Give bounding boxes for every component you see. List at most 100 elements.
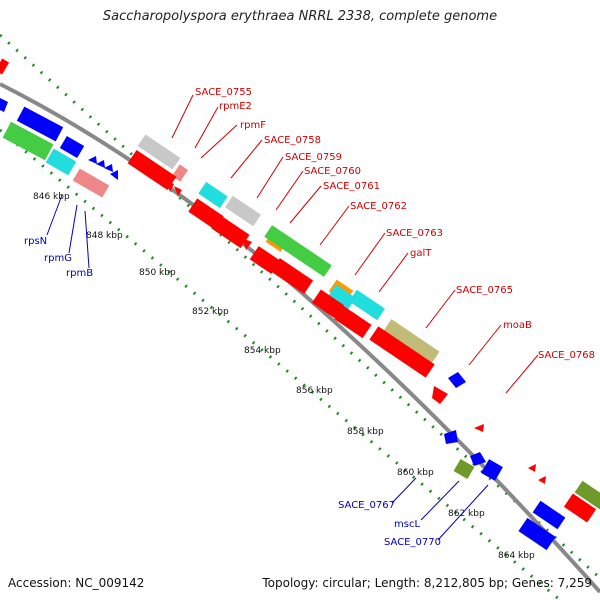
leader-line <box>46 194 63 236</box>
gene-label: SACE_0762 <box>350 201 407 212</box>
gene-label: rpmF <box>240 120 266 131</box>
gene-label: galT <box>410 248 432 259</box>
kbp-label: 856 kbp <box>296 386 333 396</box>
gene-arrow <box>242 238 252 250</box>
gene-block <box>224 195 262 227</box>
gene-label: SACE_0765 <box>456 285 513 296</box>
kbp-label: 858 kbp <box>347 427 384 437</box>
gene-block <box>348 289 386 321</box>
reverse-strand-genes <box>0 98 566 551</box>
gene-block <box>453 458 475 480</box>
gene-label: rpmB <box>66 268 93 279</box>
gene-arrow <box>538 476 546 484</box>
gene-label: SACE_0770 <box>384 537 441 548</box>
kbp-label: 850 kbp <box>139 268 176 278</box>
inner-strand-forward-genes <box>127 149 597 523</box>
kbp-label: 848 kbp <box>86 231 123 241</box>
gene-label: rpmG <box>44 253 72 264</box>
leader-line <box>200 124 238 159</box>
gene-label: SACE_0767 <box>338 500 395 511</box>
leader-line <box>437 484 489 541</box>
kbp-labels: 846 kbp 848 kbp 850 kbp 852 kbp 854 kbp … <box>33 192 535 561</box>
gene-arrow <box>444 430 458 444</box>
gene-block <box>563 493 597 523</box>
gene-block <box>45 148 77 176</box>
gene-label: SACE_0761 <box>323 181 380 192</box>
gene-block <box>72 168 110 198</box>
gene-block <box>249 246 281 274</box>
kbp-label: 846 kbp <box>33 192 70 202</box>
gene-block <box>369 326 435 378</box>
leader-line <box>275 170 304 211</box>
gene-label: rpmE2 <box>219 101 252 112</box>
gene-label: SACE_0763 <box>386 228 443 239</box>
gene-label: mscL <box>394 519 420 530</box>
genome-title: Saccharopolyspora erythraea NRRL 2338, c… <box>102 9 498 24</box>
forward-label-leaders <box>171 94 539 394</box>
gene-block <box>481 459 503 481</box>
reverse-label-leaders <box>46 194 489 541</box>
gene-arrow <box>474 424 484 432</box>
gene-label: rpsN <box>24 236 47 247</box>
gene-block <box>518 517 556 551</box>
kbp-label: 852 kbp <box>192 307 229 317</box>
accession-text: Accession: NC_009142 <box>8 576 145 590</box>
gene-arrow <box>470 452 486 466</box>
gene-block <box>270 258 314 294</box>
leader-line <box>171 94 194 139</box>
kbp-label: 862 kbp <box>448 509 485 519</box>
leader-line <box>354 232 386 276</box>
gene-arrow <box>528 464 536 472</box>
topology-text: Topology: circular; Length: 8,212,805 bp… <box>262 576 592 590</box>
gene-label: SACE_0759 <box>285 152 342 163</box>
leader-line <box>319 205 350 246</box>
gene-block <box>16 106 64 142</box>
kbp-label: 854 kbp <box>244 346 281 356</box>
leader-line <box>256 156 284 199</box>
gene-arrow <box>96 160 105 168</box>
gene-label: SACE_0768 <box>538 350 595 361</box>
gene-label: SACE_0755 <box>195 87 252 98</box>
gene-arrow <box>166 180 174 192</box>
gene-block <box>264 225 332 277</box>
leader-line <box>425 289 456 329</box>
leader-line <box>468 324 502 366</box>
leader-line <box>194 106 219 149</box>
gene-block <box>0 58 10 75</box>
gene-block <box>328 284 356 310</box>
gene-arrow <box>448 372 466 388</box>
leader-line <box>289 185 322 224</box>
leader-line <box>391 477 417 504</box>
gene-arrow <box>0 98 8 112</box>
leader-line <box>420 480 460 521</box>
gene-block <box>198 181 228 209</box>
leader-line <box>68 204 78 254</box>
kbp-label: 860 kbp <box>397 468 434 478</box>
gene-arrow <box>88 156 97 164</box>
gene-block <box>127 149 177 191</box>
leader-line <box>84 210 90 269</box>
gene-block <box>574 480 600 510</box>
gene-block <box>334 305 372 339</box>
gene-block <box>311 289 345 319</box>
gene-block <box>2 121 54 161</box>
gene-label: moaB <box>503 320 532 331</box>
gene-block <box>59 135 85 159</box>
gene-label: SACE_0760 <box>304 166 361 177</box>
gene-block <box>212 215 250 249</box>
gene-label: SACE_0758 <box>264 135 321 146</box>
kbp-label: 864 kbp <box>498 551 535 561</box>
inner-tick-ring <box>0 128 561 600</box>
leader-line <box>378 252 409 293</box>
reverse-gene-labels: rpsN rpmG rpmB SACE_0767 mscL SACE_0770 <box>24 236 441 548</box>
gene-arrow <box>432 386 448 404</box>
gene-block <box>137 134 181 170</box>
tick-rings <box>0 33 600 600</box>
gene-block <box>382 319 440 365</box>
forward-gene-labels: SACE_0755 rpmE2 rpmF SACE_0758 SACE_0759… <box>195 87 595 361</box>
gene-arrow <box>110 170 118 180</box>
gene-block <box>188 198 224 230</box>
leader-line <box>230 139 263 179</box>
